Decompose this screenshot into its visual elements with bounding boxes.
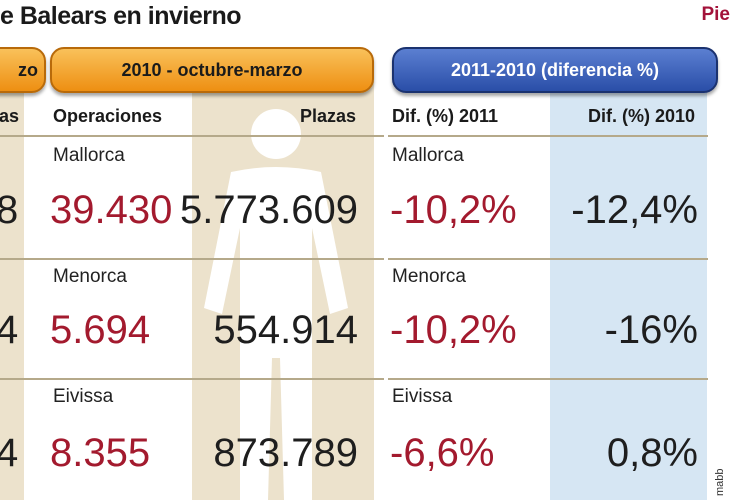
corner-label: Pie bbox=[701, 4, 730, 25]
credit-label: mabb bbox=[714, 468, 726, 496]
row-2-operaciones: 5.694 bbox=[50, 308, 151, 352]
header-divider-right bbox=[388, 135, 708, 137]
section-header-diff: 2011-2010 (diferencia %) bbox=[392, 47, 718, 93]
row-1-island-label: Mallorca bbox=[53, 145, 125, 166]
row-3-plazas: 873.789 bbox=[213, 431, 358, 475]
row-1-divider bbox=[0, 258, 384, 260]
row-1-dif-2011: -10,2% bbox=[390, 188, 517, 232]
row-1-operaciones: 39.430 bbox=[50, 188, 173, 232]
page-title: e Balears en invierno bbox=[0, 2, 242, 30]
row-2-dif-2011: -10,2% bbox=[390, 308, 517, 352]
row-3-dif-2011: -6,6% bbox=[390, 431, 495, 475]
row-3-island-label: Eivissa bbox=[53, 386, 114, 407]
row-3-operaciones: 8.355 bbox=[50, 431, 151, 475]
row-1-divider-right bbox=[388, 258, 708, 260]
header-operaciones: Operaciones bbox=[53, 106, 163, 126]
row-1-dif-2010: -12,4% bbox=[571, 188, 698, 232]
row-2-island-label-diff: Menorca bbox=[392, 266, 466, 287]
header-left-cut: las bbox=[0, 106, 20, 126]
row-1-plazas: 5.773.609 bbox=[180, 188, 358, 232]
row-2-dif-2010: -16% bbox=[604, 308, 698, 352]
header-dif-2011: Dif. (%) 2011 bbox=[392, 106, 499, 126]
row-3-island-label-diff: Eivissa bbox=[392, 386, 453, 407]
row-2-divider bbox=[0, 378, 384, 380]
row-2-divider-right bbox=[388, 378, 708, 380]
row-3-dif-2010: 0,8% bbox=[606, 431, 698, 475]
header-divider bbox=[0, 135, 384, 137]
section-header-left-cut-label: zo bbox=[18, 59, 38, 80]
header-plazas: Plazas bbox=[300, 106, 357, 126]
header-dif-2010: Dif. (%) 2010 bbox=[588, 106, 696, 126]
dif-2010-column-band bbox=[550, 60, 707, 500]
person-silhouette-icon bbox=[204, 109, 348, 500]
row-2-plazas: 554.914 bbox=[213, 308, 358, 352]
left-cut-column-band bbox=[0, 60, 24, 500]
section-header-2010: 2010 - octubre-marzo bbox=[50, 47, 374, 93]
section-header-left-cut: zo bbox=[0, 47, 46, 93]
row-2-left-cut-value: 4 bbox=[0, 308, 19, 352]
row-1-left-cut-value: 8 bbox=[0, 188, 19, 232]
section-header-2010-label: 2010 - octubre-marzo bbox=[121, 59, 303, 80]
row-1-island-label-diff: Mallorca bbox=[392, 145, 464, 166]
row-3-left-cut-value: 4 bbox=[0, 431, 19, 475]
row-2-island-label: Menorca bbox=[53, 266, 127, 287]
section-header-diff-label: 2011-2010 (diferencia %) bbox=[450, 59, 660, 80]
